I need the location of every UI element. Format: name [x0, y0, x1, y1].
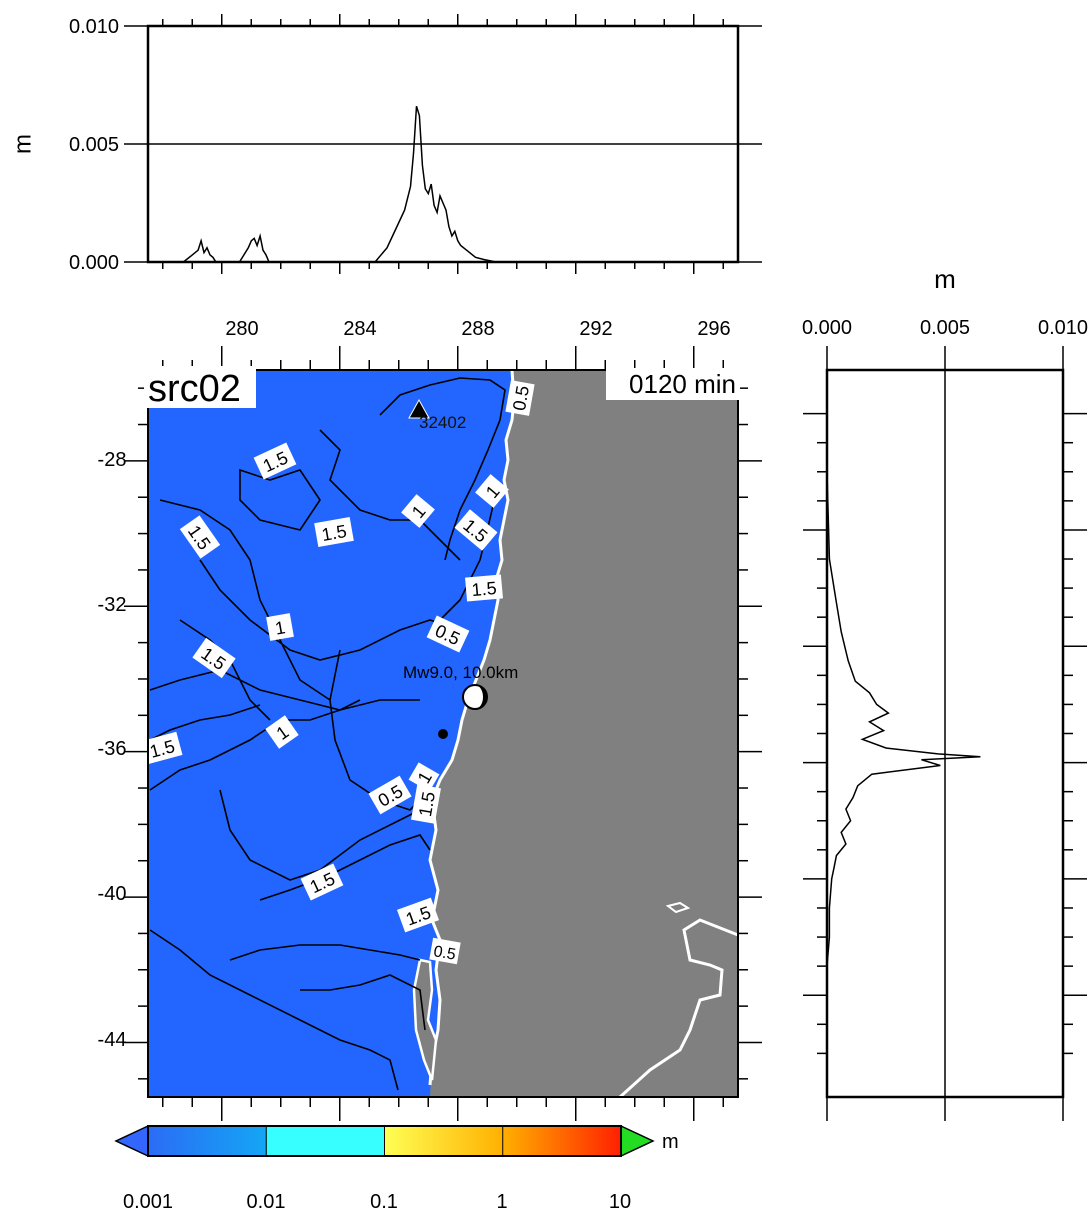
contour-label: 0.5: [509, 384, 533, 412]
contour-line: [379, 377, 506, 561]
right-xtick-label: 0.010: [1038, 317, 1088, 339]
ytick-label: -36: [98, 738, 127, 760]
top-profile-series-line: [182, 105, 497, 263]
contour-line: [219, 789, 421, 881]
map-title: src02: [148, 368, 241, 410]
contour-line: [319, 429, 461, 561]
contour-line: [149, 704, 261, 741]
contour-label: 1.5: [471, 578, 498, 600]
ytick-label: -32: [98, 594, 127, 616]
colorbar-tick-label: 1: [496, 1191, 507, 1213]
map-coastline-east: [618, 918, 739, 1099]
right-xtick-label: 0.005: [920, 317, 970, 339]
contour-line: [229, 944, 421, 961]
right-profile-panel: m 0.000 0.005 0.010: [802, 264, 1088, 1121]
contour-line: [239, 468, 321, 531]
xtick-label: 296: [697, 318, 730, 340]
ytick-label: -28: [98, 449, 127, 471]
contour-line: [149, 929, 399, 1091]
xtick-label: 288: [461, 318, 494, 340]
xtick-label: 280: [225, 318, 258, 340]
right-profile-ticks: [803, 346, 1087, 1121]
right-profile-series-line: [826, 471, 981, 1054]
colorbar-under-arrow: [114, 1124, 149, 1158]
top-profile-panel: 0.010 0.005 0.000 m: [9, 14, 762, 274]
colorbar-unit: m: [662, 1131, 679, 1153]
map-ticks: [124, 346, 762, 1121]
right-profile-xlabel: m: [934, 264, 956, 294]
map-frame: [147, 369, 739, 1098]
colorbar-segment: [502, 1126, 621, 1156]
map-panel: 0.5 1.5 1 1.5 1.5 1.5 1 1.5 1 1.5 0.5 1.…: [98, 346, 762, 1121]
colorbar-segments: [148, 1126, 621, 1156]
top-ytick-label: 0.000: [69, 252, 119, 274]
colorbar-tick-label: 0.1: [370, 1191, 398, 1213]
right-profile-frame: [825, 368, 1065, 1099]
contour-line: [439, 489, 497, 621]
contour-label: 1: [274, 617, 287, 638]
contour-line: [159, 499, 331, 701]
ytick-label: -44: [98, 1029, 127, 1051]
colorbar: m 0.001 0.01 0.1 1 10: [114, 1124, 679, 1213]
epicenter-dot: [438, 729, 448, 739]
map-land: [430, 370, 738, 1097]
colorbar-tick-label: 0.01: [247, 1191, 286, 1213]
contour-line: [199, 559, 461, 661]
focal-mechanism-fill: [475, 685, 487, 709]
top-profile-ylabel: m: [9, 134, 36, 154]
colorbar-segment: [266, 1126, 385, 1156]
xtick-label: 292: [579, 318, 612, 340]
colorbar-frame: [147, 1125, 622, 1157]
contour-line: [329, 649, 431, 811]
station-triangle-icon: [408, 398, 430, 419]
top-ytick-label: 0.005: [69, 134, 119, 156]
xtick-label: 284: [343, 318, 376, 340]
top-ytick-label: 0.010: [69, 16, 119, 38]
time-label: 0120 min: [629, 369, 736, 399]
contour-label: 1.5: [415, 790, 439, 818]
ytick-label: -40: [98, 883, 127, 905]
colorbar-tick-label: 0.001: [123, 1191, 173, 1213]
map-contour-labels: 0.5 1.5 1 1.5 1.5 1.5 1 1.5 1 1.5 0.5 1.…: [141, 380, 535, 965]
colorbar-segment: [148, 1126, 267, 1156]
colorbar-tick-label: 10: [609, 1191, 631, 1213]
map-coastline-islet: [665, 901, 691, 914]
contour-label: 0.5: [432, 943, 457, 964]
top-profile-frame: [146, 24, 740, 264]
colorbar-segment: [384, 1126, 503, 1156]
event-label: Mw9.0, 10.0km: [403, 663, 518, 682]
right-xtick-label: 0.000: [802, 317, 852, 339]
contour-line: [300, 974, 426, 1031]
map-title-box: [144, 366, 256, 408]
contour-label: 1.5: [320, 521, 348, 545]
station-label: 32402: [419, 413, 466, 432]
contour-line: [259, 834, 431, 901]
colorbar-over-arrow: [620, 1124, 655, 1158]
time-label-box: [606, 368, 740, 400]
longitude-tick-labels: 280 284 288 292 296: [225, 318, 730, 340]
